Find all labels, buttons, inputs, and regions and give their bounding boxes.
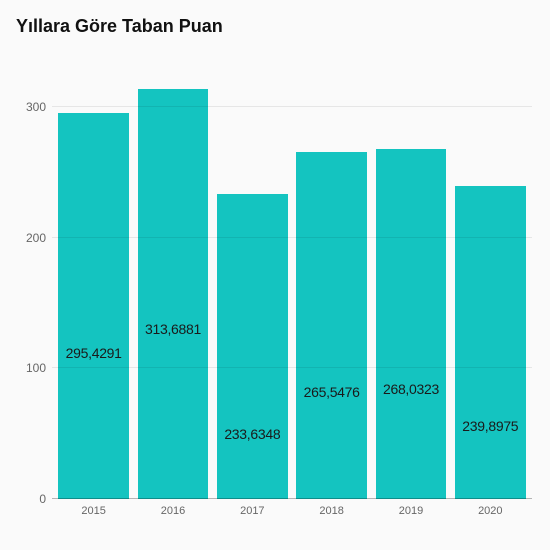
bar: 268,0323 [376, 149, 447, 499]
grid-line [52, 367, 532, 368]
y-tick-label: 100 [16, 361, 46, 375]
x-tick-label: 2020 [453, 499, 528, 523]
chart-container: Yıllara Göre Taban Puan 295,4291 313,6881… [0, 0, 550, 550]
bar-slot: 313,6881 [135, 55, 210, 499]
chart-title: Yıllara Göre Taban Puan [16, 16, 540, 37]
bar-value-label: 233,6348 [224, 426, 280, 442]
x-tick-label: 2015 [56, 499, 131, 523]
bar-value-label: 313,6881 [145, 321, 201, 337]
grid-line [52, 237, 532, 238]
bar-slot: 233,6348 [215, 55, 290, 499]
bar: 313,6881 [138, 89, 209, 499]
x-axis: 201520162017201820192020 [52, 499, 532, 523]
x-tick-label: 2019 [373, 499, 448, 523]
bar-value-label: 295,4291 [66, 345, 122, 361]
y-tick-label: 200 [16, 231, 46, 245]
bar-value-label: 268,0323 [383, 381, 439, 397]
bar-value-label: 265,5476 [304, 384, 360, 400]
bar-slot: 239,8975 [453, 55, 528, 499]
bars-group: 295,4291 313,6881 233,6348 265,5476 268,0323… [52, 55, 532, 499]
bar: 239,8975 [455, 186, 526, 499]
y-tick-label: 300 [16, 100, 46, 114]
plot-area: 295,4291 313,6881 233,6348 265,5476 268,0323… [52, 55, 532, 523]
bar-slot: 265,5476 [294, 55, 369, 499]
x-tick-label: 2018 [294, 499, 369, 523]
bar: 233,6348 [217, 194, 288, 499]
bar-slot: 268,0323 [373, 55, 448, 499]
bar: 265,5476 [296, 152, 367, 499]
x-tick-label: 2016 [135, 499, 210, 523]
bar: 295,4291 [58, 113, 129, 499]
bar-value-label: 239,8975 [462, 418, 518, 434]
grid-line [52, 106, 532, 107]
bar-slot: 295,4291 [56, 55, 131, 499]
x-tick-label: 2017 [215, 499, 290, 523]
y-tick-label: 0 [16, 492, 46, 506]
